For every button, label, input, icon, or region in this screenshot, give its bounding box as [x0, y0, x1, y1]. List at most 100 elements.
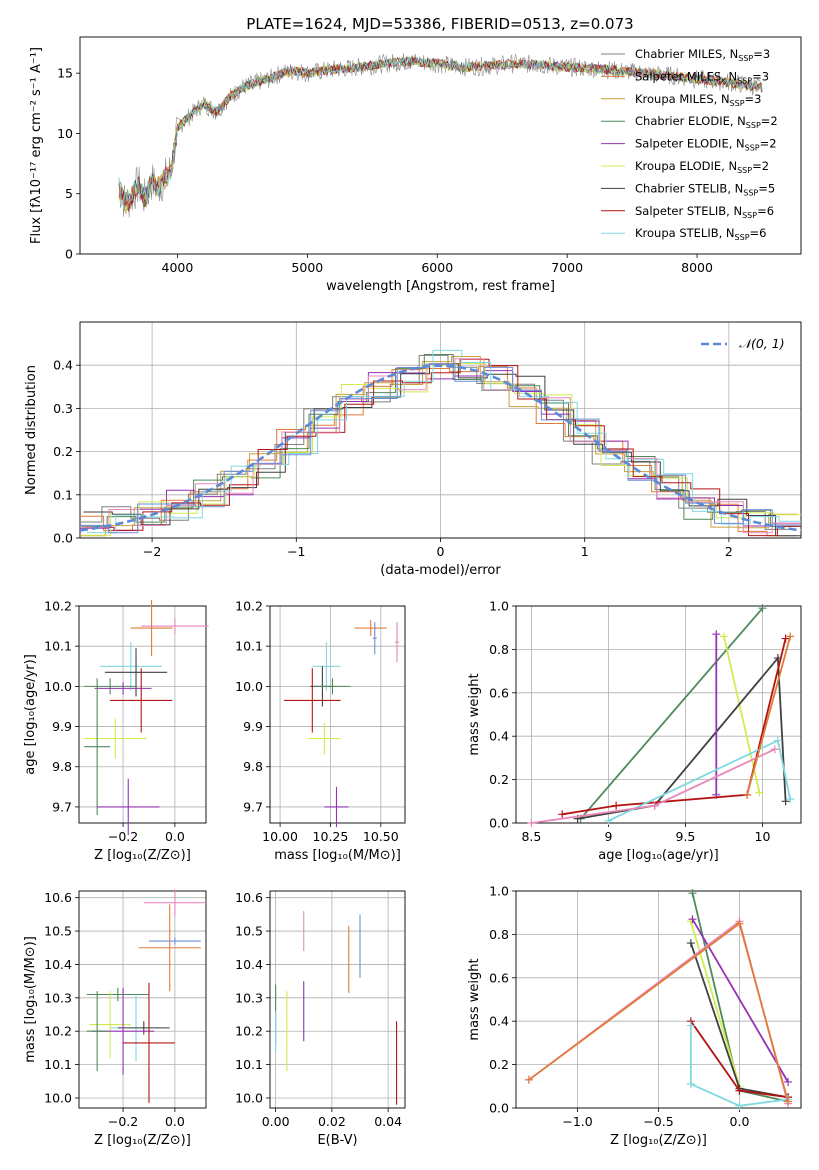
y-tick-label: 10.3	[235, 990, 263, 1005]
axes-frame	[78, 890, 207, 1109]
legend-entry: Chabrier MILES, NSSP=3	[635, 47, 770, 63]
series-line	[690, 1025, 789, 1107]
y-tick-label: 0.0	[53, 531, 73, 546]
series-marker	[786, 632, 795, 641]
mass-vs-metallicity-panel: −0.2 0.0 10.0 10.1 10.2 10.3 10.4 10.5 10.6 Z [lo…	[23, 889, 207, 1148]
x-tick-label: 8.5	[521, 829, 541, 844]
histogram-group	[80, 349, 801, 537]
x-tick-label: −0.2	[108, 829, 138, 844]
y-tick-label: 10.2	[44, 599, 72, 614]
y-axis-label: Normed distribution	[24, 365, 39, 495]
y-tick-label: 10.2	[235, 1024, 263, 1039]
x-tick-label: 10.50	[363, 829, 399, 844]
y-tick-label: 0.2	[53, 444, 73, 459]
x-tick-label: 0.04	[374, 1114, 402, 1129]
histogram-step	[83, 363, 801, 537]
series-marker	[688, 889, 697, 898]
x-axis-label: Z [log₁₀(Z/Z⊙)]	[94, 1133, 191, 1148]
y-tick-label: 10.4	[235, 957, 263, 972]
legend-entry: Kroupa MILES, NSSP=3	[635, 92, 761, 108]
series-marker	[527, 819, 536, 827]
massweight-vs-age-panel: 8.5 9 9.5 10 0.0 0.2 0.4 0.6 0.8 1.0 age [log₁₀(ag…	[467, 599, 802, 863]
series-marker	[686, 1021, 695, 1030]
figure-title: PLATE=1624, MJD=53386, FIBERID=0513, z=0…	[246, 15, 633, 33]
x-axis-label: wavelength [Angstrom, rest frame]	[326, 279, 555, 294]
x-tick-label: 0.0	[165, 1114, 185, 1129]
y-tick-label: 10.6	[44, 890, 72, 905]
spectrum-line	[118, 56, 763, 208]
x-tick-label: 0.0	[730, 1114, 750, 1129]
y-tick-label: 10.2	[235, 599, 263, 614]
y-tick-label: 0.2	[489, 1057, 509, 1072]
histogram-step	[80, 370, 801, 531]
legend-entry: Kroupa ELODIE, NSSP=2	[635, 159, 769, 175]
y-tick-label: 9.7	[52, 799, 72, 814]
legend-entry: Salpeter MILES, NSSP=3	[635, 69, 769, 85]
series-line	[531, 748, 776, 824]
series-line	[691, 918, 789, 1083]
axes-frame	[515, 605, 802, 824]
x-axis-label: age [log₁₀(age/yr)]	[598, 848, 719, 863]
x-tick-label: 5000	[291, 260, 323, 275]
x-tick-label: 0.00	[262, 1114, 290, 1129]
y-tick-label: 10.0	[235, 1090, 263, 1105]
y-tick-label: 10.5	[235, 924, 263, 939]
x-tick-label: 9.5	[676, 829, 696, 844]
y-axis-label: mass weight	[467, 958, 482, 1040]
x-tick-label: 4000	[162, 260, 194, 275]
series-marker	[784, 1097, 793, 1106]
series-marker	[719, 632, 728, 641]
series-marker	[770, 745, 779, 754]
y-tick-label: 10.3	[44, 990, 72, 1005]
series-marker	[773, 736, 782, 745]
axes-frame	[269, 890, 406, 1109]
y-tick-label: 0.6	[489, 685, 509, 700]
series-marker	[650, 801, 659, 810]
x-tick-label: 10	[755, 829, 771, 844]
y-axis-label: mass [log₁₀(M/M⊙)]	[23, 936, 38, 1063]
x-axis-label: Z [log₁₀(Z/Z⊙)]	[610, 1133, 707, 1148]
y-tick-label: 10.1	[44, 1057, 72, 1072]
series-marker	[686, 939, 695, 948]
x-axis-label: mass [log₁₀(M/M⊙)]	[274, 848, 401, 863]
spectrum-line	[118, 56, 763, 209]
y-tick-label: 15	[57, 66, 73, 81]
y-tick-label: 1.0	[489, 599, 509, 614]
y-tick-label: 1.0	[489, 884, 509, 899]
x-axis-label: E(B-V)	[317, 1133, 357, 1148]
axes-frame	[79, 321, 802, 539]
spectrum-panel: 4000 5000 6000 7000 8000 0 5 10 15 wavelength [An…	[29, 36, 802, 294]
legend-entry: Salpeter STELIB, NSSP=6	[635, 204, 774, 220]
y-tick-label: 0.6	[489, 970, 509, 985]
spectrum-lines	[118, 53, 763, 218]
x-tick-label: 8000	[681, 260, 713, 275]
y-tick-label: 5	[65, 186, 73, 201]
series-marker	[735, 919, 744, 928]
age-vs-metallicity-panel: −0.2 0.0 9.7 9.8 9.9 10.0 10.1 10.2 Z [log₁₀(Z/Z…	[23, 599, 209, 863]
y-tick-label: 9.7	[243, 799, 263, 814]
y-tick-label: 0.4	[489, 1014, 509, 1029]
series-marker	[735, 1086, 744, 1095]
series-marker	[712, 630, 721, 639]
series-marker	[755, 788, 764, 797]
x-tick-label: 0.02	[318, 1114, 346, 1129]
series-marker	[735, 1101, 744, 1110]
x-tick-label: 10.00	[262, 829, 298, 844]
series-marker	[758, 604, 767, 613]
axes-frame	[78, 605, 207, 824]
x-tick-label: −0.2	[108, 1114, 138, 1129]
series-line	[580, 607, 764, 820]
series-marker	[612, 801, 621, 810]
x-axis-label: Z [log₁₀(Z/Z⊙)]	[94, 848, 191, 863]
y-tick-label: 10.0	[44, 679, 72, 694]
y-tick-label: 10.2	[44, 1024, 72, 1039]
massweight-vs-metallicity-panel: −1.0 −0.5 0.0 0.0 0.2 0.4 0.6 0.8 1.0 Z [log₁₀(Z/…	[467, 884, 802, 1148]
series-marker	[688, 915, 697, 924]
x-tick-label: 6000	[421, 260, 453, 275]
y-tick-label: 0.0	[489, 1101, 509, 1116]
y-tick-label: 0	[65, 247, 73, 262]
x-tick-label: −1.0	[562, 1114, 592, 1129]
legend-entry: Kroupa STELIB, NSSP=6	[635, 226, 766, 242]
y-tick-label: 0.4	[53, 358, 73, 373]
